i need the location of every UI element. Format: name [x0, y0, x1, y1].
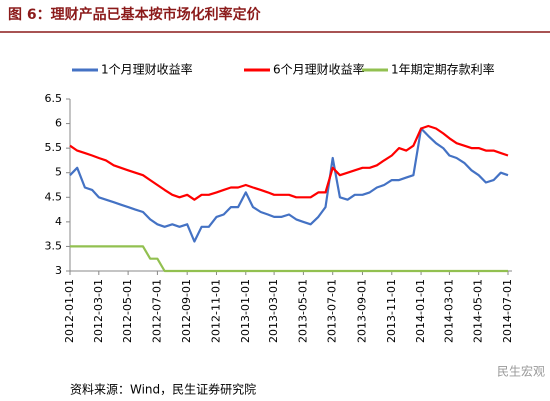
series-line [69, 124, 509, 201]
y-tick-label: 5 [55, 166, 62, 179]
series-line [69, 127, 509, 243]
x-tick-label: 2012-05-01 [121, 279, 134, 343]
x-tick-label: 2013-09-01 [355, 279, 368, 343]
x-tick-label: 2012-11-01 [209, 279, 222, 343]
x-tick-label: 2012-07-01 [150, 279, 163, 343]
x-tick-label: 2012-03-01 [92, 279, 105, 343]
x-tick-label: 2012-09-01 [180, 279, 193, 343]
x-tick-label: 2012-01-01 [63, 279, 76, 343]
source-note: 资料来源：Wind，民生证券研究院 [70, 382, 256, 397]
x-tick-label: 2014-07-01 [501, 279, 514, 343]
x-tick-label: 2013-07-01 [326, 279, 339, 343]
x-tick-label: 2013-05-01 [296, 279, 309, 343]
y-tick-label: 5.5 [45, 141, 63, 154]
y-tick-label: 3 [55, 264, 62, 277]
x-tick-label: 2014-05-01 [472, 279, 485, 343]
y-tick-label: 4 [55, 215, 62, 228]
y-tick-label: 6 [55, 117, 62, 130]
series-line [70, 245, 508, 273]
x-tick-label: 2013-03-01 [267, 279, 280, 343]
x-tick-label: 2014-03-01 [442, 279, 455, 343]
x-tick-label: 2013-01-01 [239, 279, 252, 343]
x-tick-label: 2014-01-01 [414, 279, 427, 343]
chart-title: 图 6：理财产品已基本按市场化利率定价 [8, 6, 262, 23]
y-tick-label: 3.5 [45, 239, 63, 252]
x-tick-label: 2013-11-01 [385, 279, 398, 343]
legend-label: 1年期定期存款利率 [391, 62, 495, 77]
y-tick-label: 4.5 [45, 190, 63, 203]
y-tick-label: 6.5 [45, 92, 63, 105]
legend-label: 6个月理财收益率 [273, 62, 365, 77]
legend-label: 1个月理财收益率 [101, 62, 193, 77]
watermark: 民生宏观 [497, 364, 545, 379]
